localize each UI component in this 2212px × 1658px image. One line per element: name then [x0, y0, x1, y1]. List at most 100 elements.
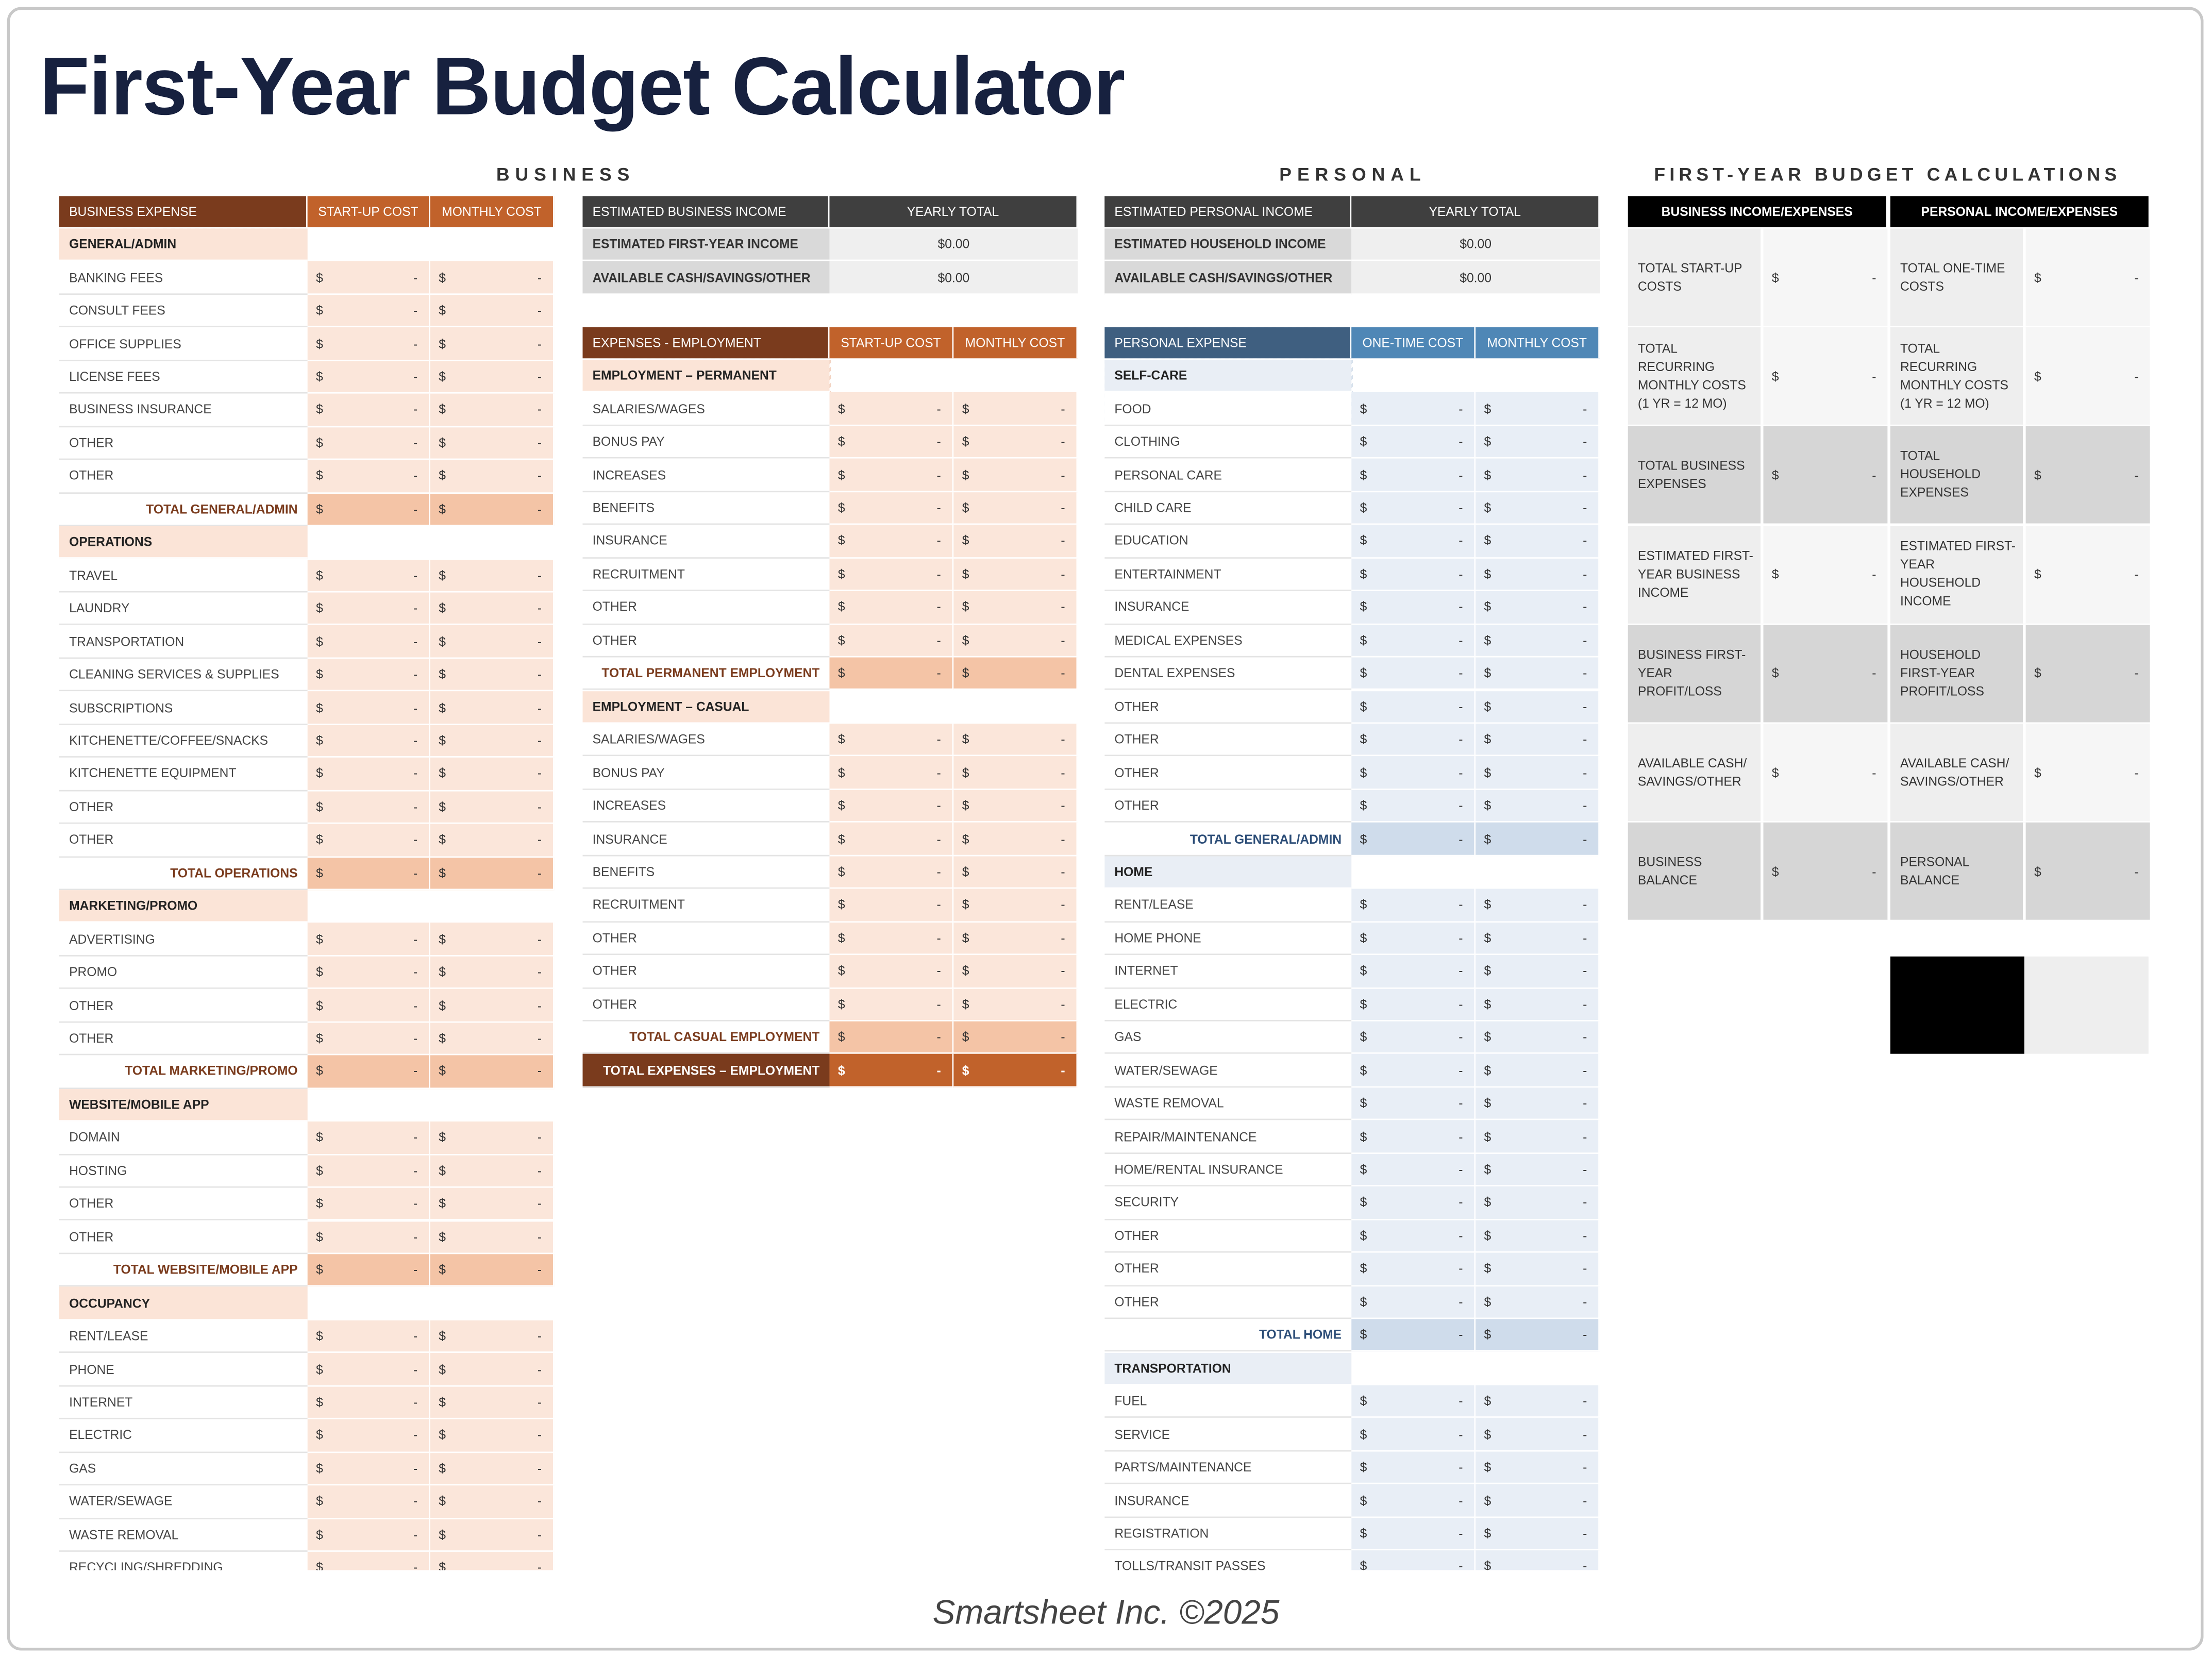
currency: $: [962, 931, 969, 945]
amount: -: [413, 1494, 418, 1509]
amount: -: [1459, 1195, 1463, 1210]
row-label: BANKING FEES: [59, 261, 308, 295]
currency: $: [439, 799, 446, 814]
currency: $: [439, 403, 446, 417]
currency: $: [1484, 467, 1492, 482]
amount: -: [1872, 666, 1876, 681]
currency: $: [316, 468, 323, 483]
row-label: RENT/LEASE: [59, 1320, 308, 1353]
value-cell: $ -: [430, 294, 555, 328]
value-cell: $ -: [430, 592, 555, 626]
amount: -: [1061, 931, 1065, 945]
row-label: WASTE REMOVAL: [1104, 1087, 1352, 1121]
income-value: $0.00: [1351, 261, 1600, 295]
currency: $: [1360, 1262, 1367, 1276]
value-cell: $ -: [1351, 624, 1476, 658]
total-label: TOTAL GENERAL/ADMIN: [59, 493, 308, 527]
currency: $: [837, 1030, 845, 1045]
group-label: OCCUPANCY: [59, 1287, 308, 1320]
currency: $: [1360, 1526, 1367, 1540]
value-cell: $ -: [430, 989, 555, 1023]
income-value: $0.00: [829, 228, 1078, 262]
value-cell: $ -: [1476, 757, 1600, 790]
calc-label: TOTAL RECURRING MONTHLY COSTS (1 YR = 12…: [1628, 327, 1764, 425]
value-cell: $ -: [430, 1551, 555, 1570]
amount: -: [1583, 1096, 1587, 1111]
amount: -: [2134, 369, 2139, 383]
amount: -: [1061, 831, 1065, 846]
currency: $: [1360, 732, 1367, 747]
value-cell: $ -: [430, 1121, 555, 1155]
column-header: MONTHLY COST: [430, 196, 555, 227]
currency: $: [837, 600, 845, 614]
currency: $: [316, 1031, 323, 1046]
row-label: OTHER: [1104, 757, 1352, 790]
value-cell: $ -: [430, 427, 555, 460]
value-cell: $ -: [307, 1254, 430, 1287]
value-cell: $ -: [1351, 757, 1476, 790]
value-cell: $ -: [430, 824, 555, 857]
value-cell: $ -: [307, 261, 430, 295]
value-cell: $ -: [1351, 492, 1476, 525]
currency: $: [962, 533, 969, 548]
calc-label: TOTAL BUSINESS EXPENSES: [1628, 426, 1764, 524]
amount: -: [1459, 1228, 1463, 1243]
amount: -: [413, 1064, 418, 1079]
value-cell: $ -: [1476, 724, 1600, 757]
value-cell: $ -: [307, 1187, 430, 1221]
row-label: HOME/RENTAL INSURANCE: [1104, 1153, 1352, 1187]
currency: $: [962, 500, 969, 515]
amount: -: [413, 634, 418, 649]
currency: $: [1360, 897, 1367, 912]
amount: -: [1583, 1394, 1587, 1409]
value-cell: $ -: [430, 625, 555, 659]
currency: $: [439, 436, 446, 450]
row-label: BENEFITS: [582, 492, 830, 525]
value-cell: $ -: [1476, 1418, 1600, 1452]
amount: -: [413, 501, 418, 516]
amount: -: [936, 897, 941, 912]
amount: -: [1583, 997, 1587, 1011]
currency: $: [439, 1329, 446, 1343]
amount: -: [1459, 666, 1463, 681]
amount: -: [537, 336, 542, 351]
value-cell: $ -: [1351, 1253, 1476, 1286]
currency: $: [1360, 1195, 1367, 1210]
value-cell: $ -: [1351, 1153, 1476, 1187]
amount: -: [936, 666, 941, 681]
group-label: WEBSITE/MOBILE APP: [59, 1088, 308, 1122]
amount: -: [1459, 600, 1463, 614]
value-cell: $ -: [953, 823, 1078, 856]
value-cell: $ -: [430, 658, 555, 692]
currency: $: [962, 401, 969, 416]
currency: $: [316, 965, 323, 979]
value-cell: $ -: [430, 956, 555, 990]
amount: -: [1583, 1427, 1587, 1442]
group-label: HOME: [1104, 856, 1352, 889]
value-cell: $ -: [430, 493, 555, 527]
amount: -: [537, 501, 542, 516]
amount: -: [413, 270, 418, 284]
currency: $: [1484, 1427, 1492, 1442]
amount: -: [537, 700, 542, 715]
currency: $: [316, 601, 323, 615]
value-cell: $ -: [953, 955, 1078, 989]
amount: -: [1459, 732, 1463, 747]
currency: $: [1360, 997, 1367, 1011]
currency: $: [2034, 864, 2041, 879]
currency: $: [1360, 931, 1367, 945]
currency: $: [439, 1196, 446, 1211]
value-cell: $ -: [829, 492, 954, 525]
value-cell: $ -: [430, 1056, 555, 1089]
total-label: TOTAL WEBSITE/MOBILE APP: [59, 1254, 308, 1287]
amount: -: [1583, 1295, 1587, 1309]
value-cell: $ -: [953, 657, 1078, 691]
currency: $: [1484, 1394, 1492, 1409]
value-cell: $ -: [307, 1320, 430, 1353]
amount: -: [537, 1428, 542, 1443]
currency: $: [2034, 270, 2041, 284]
row-label: OTHER: [59, 791, 308, 824]
currency: $: [439, 1494, 446, 1509]
value-cell: $ -: [1476, 1054, 1600, 1088]
amount: -: [413, 766, 418, 781]
